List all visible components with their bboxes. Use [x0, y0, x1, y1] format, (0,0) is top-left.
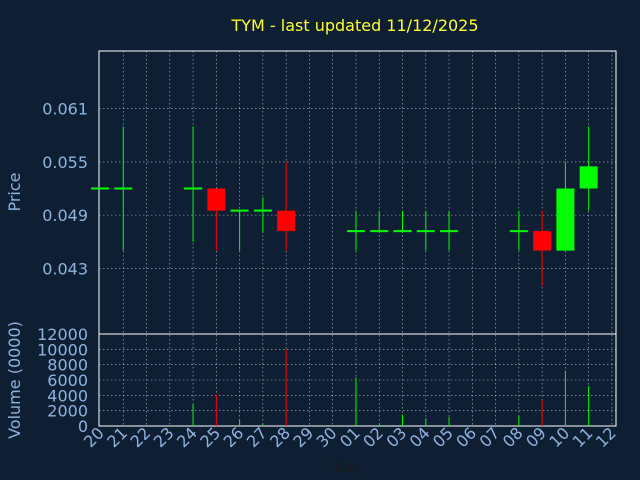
- candle: [370, 210, 389, 233]
- candle: [346, 210, 365, 251]
- candle: [184, 126, 203, 242]
- price-tick-label: 0.055: [42, 153, 88, 172]
- x-tick-label: 12: [592, 423, 620, 451]
- volume-tick-label: 0: [78, 417, 88, 436]
- candle-body: [207, 188, 226, 211]
- volume-tick-label: 12000: [37, 325, 88, 344]
- candle-body: [556, 188, 575, 251]
- candle: [277, 161, 296, 251]
- price-tick-label: 0.061: [42, 100, 88, 119]
- volume-axis-title: Volume (0000): [5, 321, 24, 439]
- volume-tick-label: 8000: [47, 356, 88, 375]
- candle: [207, 188, 226, 251]
- candle: [533, 210, 552, 287]
- volume-tick-label: 10000: [37, 340, 88, 359]
- price-tick-label: 0.043: [42, 259, 88, 278]
- candle: [440, 210, 459, 251]
- price-panel-frame: [98, 50, 617, 335]
- y-tick-labels: 0.043 0.049 0.055 0.061 02000400060008000100…: [37, 100, 88, 436]
- candle-body: [533, 231, 552, 251]
- chart-title: TYM - last updated 11/12/2025: [230, 16, 478, 35]
- price-tick-label: 0.049: [42, 206, 88, 225]
- candle: [416, 210, 435, 251]
- volume-tick-label: 4000: [47, 386, 88, 405]
- candle: [114, 126, 133, 251]
- candle: [393, 210, 412, 233]
- candle: [230, 209, 249, 251]
- volume-bars: [192, 349, 590, 426]
- volume-panel-frame: [98, 333, 617, 427]
- volume-tick-label: 2000: [47, 402, 88, 421]
- x-tick-labels: 2021222324252627282930010203040506070809…: [80, 423, 620, 451]
- candle-body: [579, 166, 598, 189]
- volume-tick-label: 6000: [47, 371, 88, 390]
- price-axis-title: Price: [5, 172, 24, 211]
- price-candles: [91, 126, 598, 287]
- candle: [579, 126, 598, 211]
- candle: [509, 210, 528, 251]
- candle: [556, 161, 575, 251]
- x-axis-title: Day: [334, 460, 362, 476]
- candle-body: [277, 210, 296, 232]
- candle: [253, 197, 272, 233]
